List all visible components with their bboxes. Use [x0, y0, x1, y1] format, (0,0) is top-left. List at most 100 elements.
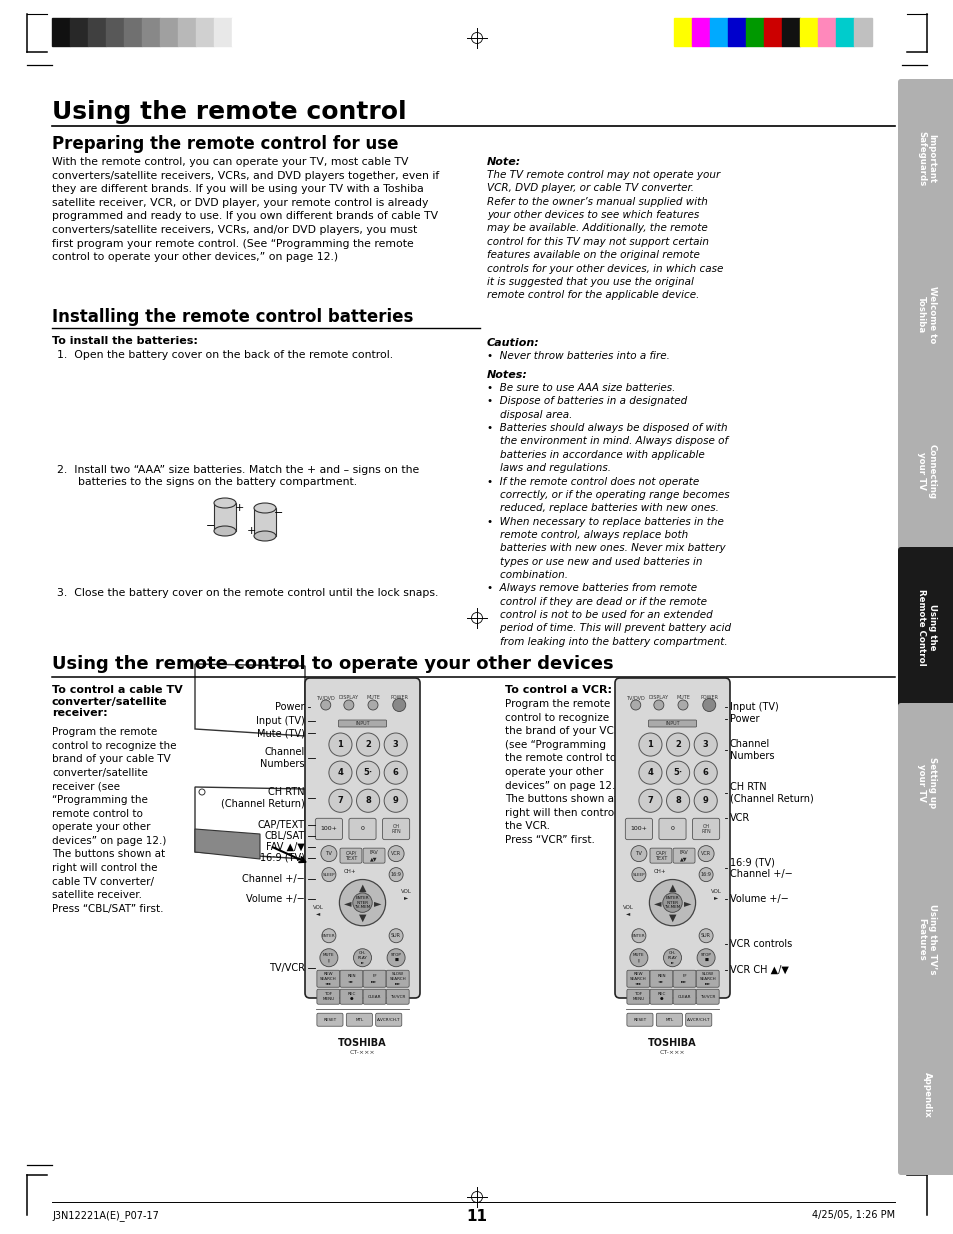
- Text: MUTE
||: MUTE ||: [323, 954, 335, 963]
- Text: 3: 3: [702, 740, 708, 749]
- FancyBboxPatch shape: [386, 970, 409, 987]
- FancyBboxPatch shape: [656, 1013, 681, 1027]
- Text: ENTER
INTER
TV-MEM: ENTER INTER TV-MEM: [663, 896, 679, 909]
- Text: VOL
◄: VOL ◄: [313, 906, 323, 916]
- Circle shape: [666, 761, 689, 784]
- Text: 5·: 5·: [363, 768, 373, 777]
- FancyBboxPatch shape: [626, 970, 649, 987]
- FancyBboxPatch shape: [382, 818, 409, 839]
- Circle shape: [199, 789, 205, 795]
- Bar: [709, 19, 727, 46]
- Bar: [88, 19, 106, 46]
- Text: CAP/
TEXT: CAP/ TEXT: [654, 850, 666, 861]
- Polygon shape: [194, 829, 260, 859]
- FancyBboxPatch shape: [649, 970, 672, 987]
- Bar: [106, 19, 124, 46]
- Text: −: −: [274, 508, 283, 518]
- Text: SLOW
SEARCH
►►: SLOW SEARCH ►►: [699, 972, 716, 985]
- Text: A-VCR/CH-T: A-VCR/CH-T: [686, 1018, 710, 1022]
- Text: INPUT: INPUT: [664, 721, 679, 726]
- Text: Input (TV): Input (TV): [729, 702, 778, 712]
- Text: ENTER: ENTER: [632, 934, 645, 938]
- Text: INPUT: INPUT: [355, 721, 370, 726]
- Text: ►: ►: [374, 897, 381, 908]
- Circle shape: [393, 698, 405, 712]
- Bar: [70, 19, 88, 46]
- Text: Mute (TV): Mute (TV): [257, 728, 305, 738]
- Text: Program the remote
control to recognize the
brand of your cable TV
converter/sat: Program the remote control to recognize …: [52, 727, 176, 914]
- Text: 16:9 (TV): 16:9 (TV): [260, 853, 305, 863]
- Text: 3: 3: [393, 740, 398, 749]
- FancyBboxPatch shape: [363, 848, 385, 863]
- Text: ENTER: ENTER: [322, 934, 335, 938]
- Text: MUTE
||: MUTE ||: [633, 954, 644, 963]
- Text: CAP/TEXT: CAP/TEXT: [257, 821, 305, 830]
- Text: CT-×××: CT-×××: [350, 1050, 375, 1055]
- Circle shape: [639, 790, 661, 812]
- Bar: [124, 19, 142, 46]
- Text: 2: 2: [365, 740, 371, 749]
- Circle shape: [321, 868, 335, 881]
- FancyBboxPatch shape: [316, 1013, 343, 1027]
- FancyBboxPatch shape: [305, 677, 419, 998]
- Text: Input (TV): Input (TV): [256, 716, 305, 726]
- Text: A-VCR/CH-T: A-VCR/CH-T: [376, 1018, 400, 1022]
- Text: RESET: RESET: [323, 1018, 336, 1022]
- Text: CH-
PLAY
►: CH- PLAY ►: [667, 951, 677, 964]
- Bar: [817, 19, 835, 46]
- Circle shape: [320, 845, 336, 861]
- Circle shape: [320, 700, 331, 710]
- Text: VCR controls: VCR controls: [729, 939, 791, 949]
- Text: 3.  Close the battery cover on the remote control until the lock snaps.: 3. Close the battery cover on the remote…: [57, 587, 438, 598]
- Text: FF
►►: FF ►►: [680, 975, 687, 983]
- Text: Note:: Note:: [486, 157, 520, 167]
- Text: 4: 4: [337, 768, 343, 777]
- FancyBboxPatch shape: [625, 818, 652, 839]
- Text: 9: 9: [702, 796, 708, 806]
- Text: Welcome to
Toshiba: Welcome to Toshiba: [917, 286, 936, 344]
- Text: CBL/SAT: CBL/SAT: [265, 830, 305, 842]
- Text: 5·: 5·: [673, 768, 682, 777]
- FancyBboxPatch shape: [339, 970, 362, 987]
- Text: REC
●: REC ●: [347, 992, 355, 1001]
- Text: 2: 2: [675, 740, 680, 749]
- FancyBboxPatch shape: [649, 848, 671, 863]
- Circle shape: [699, 929, 712, 943]
- Text: ◄: ◄: [343, 897, 351, 908]
- Text: ▼: ▼: [358, 913, 366, 923]
- FancyBboxPatch shape: [386, 990, 409, 1004]
- FancyBboxPatch shape: [673, 990, 696, 1004]
- Circle shape: [629, 949, 647, 966]
- Text: 11: 11: [466, 1209, 487, 1224]
- FancyBboxPatch shape: [692, 818, 719, 839]
- FancyBboxPatch shape: [897, 1016, 953, 1175]
- Text: 16:9: 16:9: [700, 872, 711, 877]
- Bar: [160, 19, 178, 46]
- Text: POWER: POWER: [390, 695, 408, 700]
- Circle shape: [389, 929, 403, 943]
- Circle shape: [384, 761, 407, 784]
- Circle shape: [694, 790, 717, 812]
- Text: VCR: VCR: [729, 813, 749, 823]
- FancyBboxPatch shape: [659, 818, 685, 839]
- Bar: [673, 19, 691, 46]
- Text: ▲: ▲: [668, 882, 676, 892]
- Text: 9: 9: [393, 796, 398, 806]
- Circle shape: [329, 790, 352, 812]
- FancyBboxPatch shape: [897, 859, 953, 1019]
- Text: To control a VCR:: To control a VCR:: [504, 685, 612, 695]
- Text: CH+: CH+: [343, 869, 355, 874]
- Text: CAP/
TEXT: CAP/ TEXT: [344, 850, 356, 861]
- Circle shape: [329, 761, 352, 784]
- Text: CH RTN
(Channel Return): CH RTN (Channel Return): [729, 782, 813, 803]
- Circle shape: [319, 949, 337, 966]
- Text: SLOW
SEARCH
►►: SLOW SEARCH ►►: [389, 972, 406, 985]
- Text: FAV
▲▼: FAV ▲▼: [679, 850, 688, 861]
- Circle shape: [662, 893, 681, 912]
- FancyBboxPatch shape: [897, 79, 953, 239]
- FancyBboxPatch shape: [649, 990, 672, 1004]
- Text: CH+: CH+: [653, 869, 665, 874]
- Text: 1: 1: [647, 740, 653, 749]
- Circle shape: [339, 880, 385, 926]
- Text: MUTE: MUTE: [366, 695, 379, 700]
